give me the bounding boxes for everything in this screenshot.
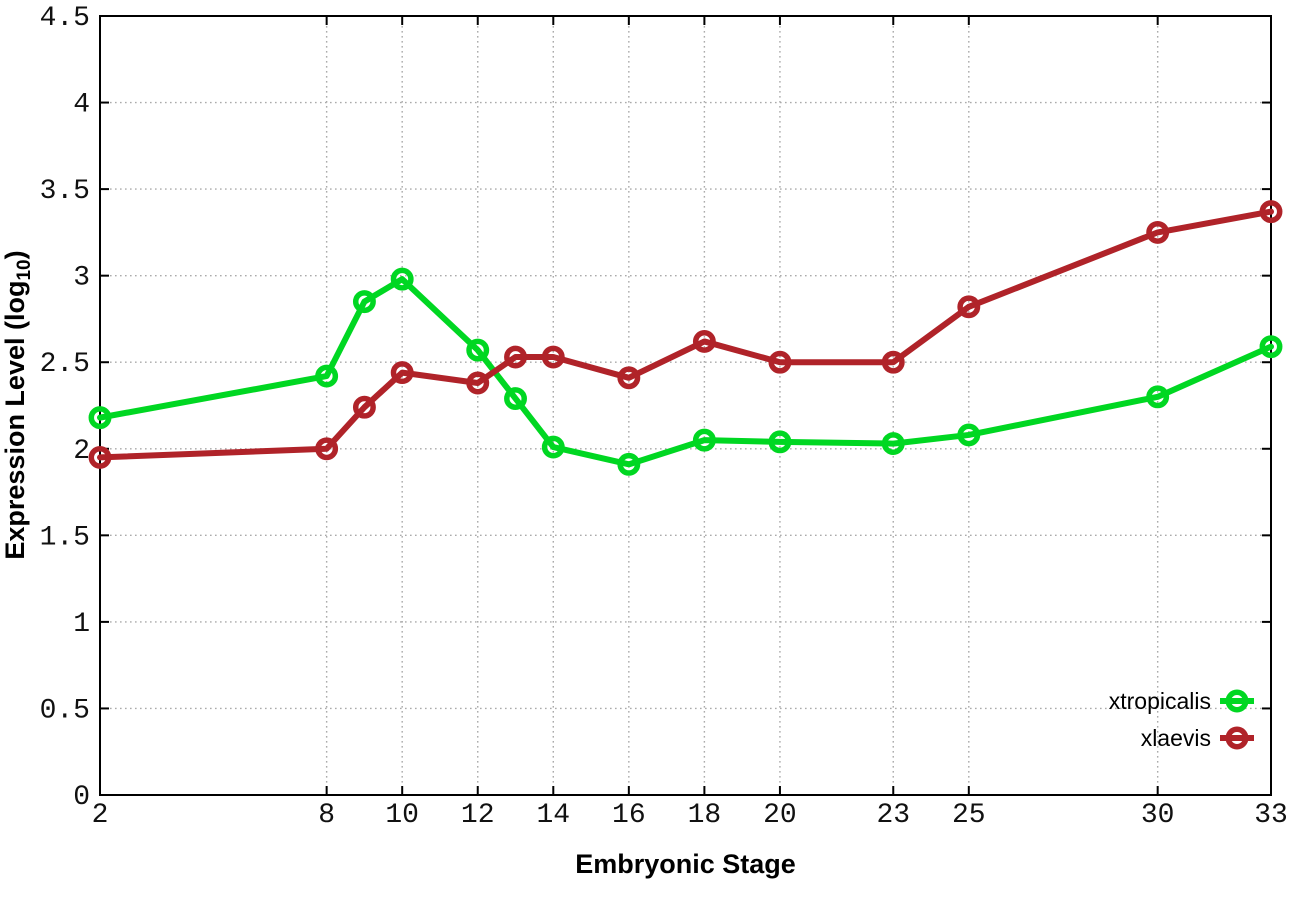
data-point-xlaevis-stage-12 xyxy=(466,371,490,395)
y-tick-label: 1 xyxy=(73,609,90,640)
data-point-xtropicalis-stage-20 xyxy=(768,430,792,454)
x-tick-label: 2 xyxy=(92,800,109,831)
data-point-xlaevis-stage-30 xyxy=(1146,220,1170,244)
data-point-xlaevis-stage-8 xyxy=(315,437,339,461)
data-point-xlaevis-stage-33 xyxy=(1259,200,1283,224)
data-point-xlaevis-stage-16 xyxy=(617,366,641,390)
legend-sample-marker-xtropicalis xyxy=(1225,689,1249,713)
y-tick-label: 2 xyxy=(73,436,90,467)
legend-label-xtropicalis: xtropicalis xyxy=(1108,688,1211,714)
y-tick-label: 2.5 xyxy=(40,349,90,380)
data-point-xtropicalis-stage-8 xyxy=(315,364,339,388)
data-point-xtropicalis-stage-30 xyxy=(1146,385,1170,409)
data-point-xlaevis-stage-23 xyxy=(881,350,905,374)
data-point-xtropicalis-stage-23 xyxy=(881,432,905,456)
data-point-xtropicalis-stage-14 xyxy=(541,435,565,459)
x-tick-label: 12 xyxy=(461,800,495,831)
y-tick-label: 4.5 xyxy=(40,3,90,34)
x-axis-title: Embryonic Stage xyxy=(575,849,796,879)
x-tick-label: 25 xyxy=(952,800,986,831)
x-tick-label: 18 xyxy=(688,800,722,831)
data-point-xlaevis-stage-2 xyxy=(88,445,112,469)
plot-border xyxy=(99,15,1272,796)
data-point-xtropicalis-stage-33 xyxy=(1259,335,1283,359)
data-point-xlaevis-stage-13 xyxy=(504,345,527,369)
data-point-xtropicalis-stage-25 xyxy=(957,423,981,447)
x-tick-label: 14 xyxy=(536,800,570,831)
data-point-xlaevis-stage-25 xyxy=(957,295,981,319)
x-tick-label: 8 xyxy=(318,800,335,831)
y-tick-label: 3 xyxy=(73,263,90,294)
y-tick-label: 3.5 xyxy=(40,176,90,207)
y-axis-title-subscript: 10 xyxy=(14,259,35,281)
data-point-xlaevis-stage-9 xyxy=(352,395,376,419)
y-tick-label: 0 xyxy=(73,782,90,813)
y-axis-title-main: Expression Level (log xyxy=(0,280,30,560)
data-point-xtropicalis-stage-13 xyxy=(504,387,527,411)
legend-label-xlaevis: xlaevis xyxy=(1140,725,1211,751)
series-line-xtropicalis xyxy=(97,276,1274,468)
data-point-xlaevis-stage-18 xyxy=(692,329,716,353)
x-tick-label: 16 xyxy=(612,800,646,831)
data-point-xtropicalis-stage-10 xyxy=(390,267,414,291)
series-line-xlaevis xyxy=(97,208,1274,461)
x-tick-label: 20 xyxy=(763,800,797,831)
data-point-xtropicalis-stage-16 xyxy=(617,452,641,476)
x-tick-label: 33 xyxy=(1254,800,1288,831)
data-point-xlaevis-stage-20 xyxy=(768,350,792,374)
x-tick-label: 30 xyxy=(1141,800,1175,831)
y-axis-title-end: ) xyxy=(0,250,30,260)
data-point-xtropicalis-stage-12 xyxy=(466,338,490,362)
x-tick-label: 23 xyxy=(876,800,910,831)
data-point-xlaevis-stage-14 xyxy=(541,345,565,369)
legend-sample-marker-xlaevis xyxy=(1225,726,1249,750)
data-point-xtropicalis-stage-18 xyxy=(692,428,716,452)
data-point-xlaevis-stage-10 xyxy=(390,361,414,385)
y-tick-label: 4 xyxy=(73,90,90,121)
data-point-xtropicalis-stage-9 xyxy=(352,290,376,314)
y-tick-label: 0.5 xyxy=(40,695,90,726)
y-tick-label: 1.5 xyxy=(40,522,90,553)
data-point-xtropicalis-stage-2 xyxy=(88,406,112,430)
y-axis-title: Expression Level (log10) xyxy=(0,155,36,655)
x-tick-label: 10 xyxy=(385,800,419,831)
